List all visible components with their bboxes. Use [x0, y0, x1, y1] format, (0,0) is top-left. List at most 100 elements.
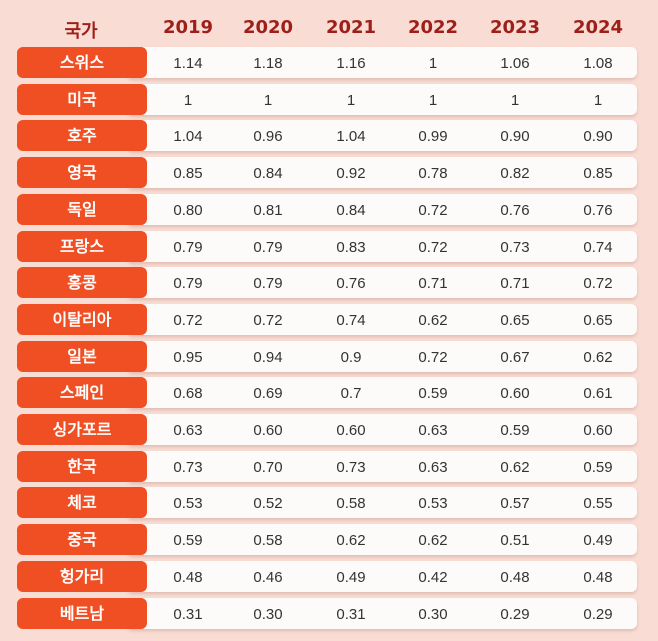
- value-cell: 0.72: [173, 311, 203, 329]
- value-cell: 0.60: [583, 422, 613, 439]
- value-cell: 0.82: [500, 165, 530, 183]
- value-cell: 0.58: [253, 532, 283, 550]
- value-cell: 0.53: [418, 495, 448, 513]
- value-cell: 0.51: [500, 532, 530, 550]
- value-cell: 1.06: [500, 55, 530, 72]
- country-label: 이탈리아: [17, 303, 147, 335]
- value-cell: 0.72: [583, 275, 613, 293]
- row-background: [127, 157, 637, 189]
- value-cell: 0.49: [583, 532, 613, 550]
- country-label: 영국: [17, 157, 147, 189]
- value-cell: 1: [263, 91, 273, 109]
- country-label: 독일: [17, 193, 147, 225]
- value-cell: 0.55: [583, 495, 613, 513]
- value-cell: 0.62: [500, 458, 530, 476]
- table-row: 중국 0.59 0.58 0.62 0.62 0.51 0.49: [17, 524, 637, 556]
- value-cell: 0.52: [253, 495, 283, 513]
- value-cell: 0.96: [253, 128, 283, 146]
- value-cell: 1.04: [173, 128, 203, 146]
- header-year: 2022: [407, 17, 459, 38]
- header-year: 2023: [489, 17, 541, 38]
- table-row: 이탈리아 0.72 0.72 0.74 0.62 0.65 0.65: [17, 303, 637, 335]
- value-cell: 0.90: [500, 128, 530, 146]
- value-cell: 1: [346, 91, 356, 109]
- header-year: 2019: [162, 17, 214, 38]
- country-label: 호주: [17, 120, 147, 152]
- country-label: 스페인: [17, 377, 147, 409]
- value-cell: 0.59: [418, 385, 448, 403]
- value-cell: 0.62: [418, 532, 448, 550]
- table-row: 체코 0.53 0.52 0.58 0.53 0.57 0.55: [17, 487, 637, 519]
- value-cell: 0.71: [418, 275, 448, 293]
- table-row: 스페인 0.68 0.69 0.7 0.59 0.60 0.61: [17, 377, 637, 409]
- value-cell: 0.60: [500, 385, 530, 403]
- value-cell: 1.04: [336, 128, 366, 146]
- value-cell: 1: [428, 91, 438, 109]
- value-cell: 0.49: [336, 568, 366, 586]
- value-cell: 0.60: [336, 422, 366, 439]
- value-cell: 0.9: [340, 348, 362, 366]
- value-cell: 1: [183, 91, 193, 109]
- value-cell: 0.84: [336, 201, 366, 219]
- row-background: [127, 450, 637, 482]
- value-cell: 0.90: [583, 128, 613, 146]
- value-cell: 0.79: [173, 275, 203, 293]
- value-cell: 0.74: [583, 238, 613, 256]
- value-cell: 0.92: [336, 165, 366, 183]
- value-cell: 1.14: [173, 55, 203, 72]
- value-cell: 0.85: [583, 165, 613, 183]
- value-cell: 0.48: [500, 568, 530, 586]
- header-country: 국가: [64, 21, 98, 42]
- value-cell: 0.72: [418, 201, 448, 219]
- value-cell: 0.76: [583, 201, 613, 219]
- country-label: 헝가리: [17, 560, 147, 592]
- table-row: 헝가리 0.48 0.46 0.49 0.42 0.48 0.48: [17, 560, 637, 592]
- value-cell: 1.08: [583, 55, 613, 72]
- row-background: [127, 193, 637, 225]
- table-row: 베트남 0.31 0.30 0.31 0.30 0.29 0.29: [17, 597, 637, 629]
- value-cell: 0.94: [253, 348, 283, 366]
- value-cell: 0.63: [418, 422, 448, 439]
- value-cell: 0.62: [418, 311, 448, 329]
- value-cell: 0.99: [418, 128, 448, 146]
- country-label: 미국: [17, 83, 147, 115]
- value-cell: 0.76: [500, 201, 530, 219]
- value-cell: 0.63: [418, 458, 448, 476]
- row-background: [127, 47, 637, 78]
- value-cell: 0.73: [336, 458, 366, 476]
- value-cell: 0.62: [336, 532, 366, 550]
- row-background: [127, 230, 637, 262]
- table-row: 영국 0.85 0.84 0.92 0.78 0.82 0.85: [17, 157, 637, 189]
- country-label: 홍콩: [17, 267, 147, 299]
- value-cell: 0.29: [500, 605, 530, 623]
- value-cell: 0.58: [336, 495, 366, 513]
- value-cell: 0.65: [583, 311, 613, 329]
- value-cell: 0.79: [253, 275, 283, 293]
- value-cell: 0.72: [253, 311, 283, 329]
- value-cell: 0.57: [500, 495, 530, 513]
- value-cell: 0.65: [500, 311, 530, 329]
- value-cell: 0.79: [253, 238, 283, 256]
- row-background: [127, 303, 637, 335]
- value-cell: 0.53: [173, 495, 203, 513]
- row-background: [127, 340, 637, 372]
- value-cell: 0.83: [336, 238, 366, 256]
- table-row: 호주 1.04 0.96 1.04 0.99 0.90 0.90: [17, 120, 637, 152]
- row-background: [127, 377, 637, 409]
- value-cell: 0.69: [253, 385, 283, 403]
- value-cell: 0.42: [418, 568, 448, 586]
- header-year: 2021: [325, 17, 377, 38]
- value-cell: 0.59: [583, 458, 613, 476]
- value-cell: 0.60: [253, 422, 283, 439]
- country-label: 체코: [17, 487, 147, 519]
- value-cell: 0.78: [418, 165, 448, 183]
- country-label: 중국: [17, 524, 147, 556]
- country-label: 일본: [17, 340, 147, 372]
- value-cell: 0.80: [173, 201, 203, 219]
- row-background: [127, 120, 637, 152]
- value-cell: 0.59: [500, 422, 530, 439]
- table-row: 스위스 1.14 1.18 1.16 1 1.06 1.08: [17, 47, 637, 78]
- value-cell: 0.95: [173, 348, 203, 366]
- value-cell: 1.18: [253, 55, 283, 72]
- value-cell: 0.84: [253, 165, 283, 183]
